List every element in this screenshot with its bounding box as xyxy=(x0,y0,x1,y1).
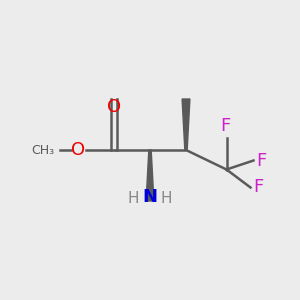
Text: F: F xyxy=(253,178,263,196)
Text: F: F xyxy=(220,117,230,135)
Text: O: O xyxy=(71,141,85,159)
Text: CH₃: CH₃ xyxy=(31,143,54,157)
Text: O: O xyxy=(107,98,121,116)
Text: F: F xyxy=(256,152,266,169)
Text: H: H xyxy=(128,191,139,206)
Text: H: H xyxy=(161,191,172,206)
Text: N: N xyxy=(142,188,158,206)
Polygon shape xyxy=(146,150,154,201)
Polygon shape xyxy=(182,99,190,150)
